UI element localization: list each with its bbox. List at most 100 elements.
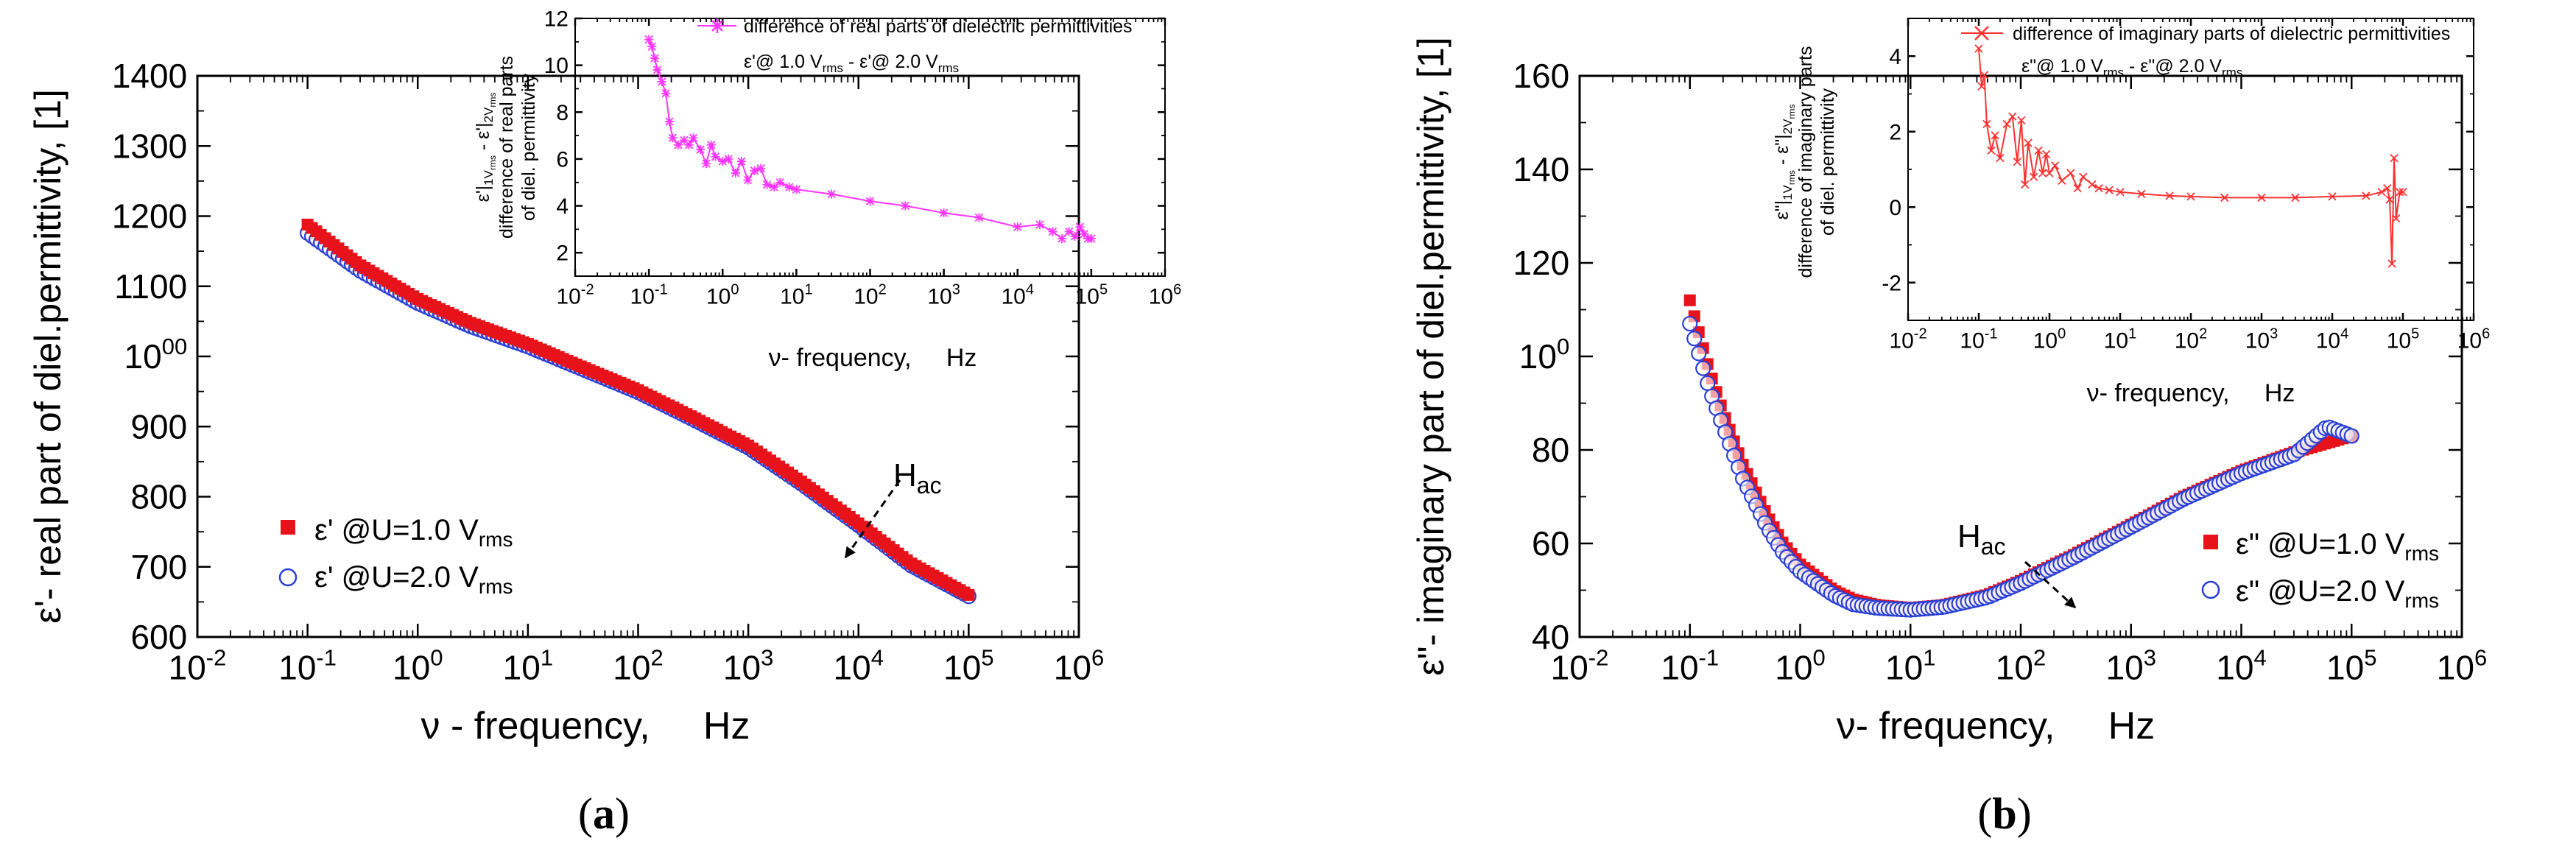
y-tick-label: 10 xyxy=(544,54,569,78)
y-tick-label: 120 xyxy=(1513,244,1569,282)
series-1v xyxy=(301,218,975,601)
inset-data-point xyxy=(684,140,694,149)
inset-data-point xyxy=(974,213,984,222)
y-tick-label: 1000 xyxy=(124,334,188,376)
inset-data-point xyxy=(668,133,678,143)
inset-data-point xyxy=(2291,193,2300,203)
inset-data-point xyxy=(1086,234,1096,244)
x-tick-label: 10-1 xyxy=(1960,326,1997,353)
inset-data-point xyxy=(1013,222,1022,232)
x-tick-label: 10-2 xyxy=(556,282,594,309)
x-tick-label: 105 xyxy=(2387,326,2420,353)
x-tick-label: 101 xyxy=(503,645,553,687)
inset-data-point xyxy=(1991,131,1999,140)
x-tick-label: 103 xyxy=(2245,326,2278,353)
inset-data-point xyxy=(762,180,772,189)
inset-ylabel-line1: difference of real parts xyxy=(496,56,517,239)
x-tick-label: 10-2 xyxy=(1889,326,1926,353)
inset-data-point xyxy=(2390,153,2399,163)
y-tick-label: 160 xyxy=(1513,57,1569,95)
x-tick-labels: 10-2 10-1 100 101 102 103 104 105 106 xyxy=(1551,645,2488,687)
inset-data-point xyxy=(696,145,705,155)
inset-x-axis-title: ν- frequency, Hz xyxy=(769,344,977,372)
inset-data-point xyxy=(750,166,759,175)
inset-data-point xyxy=(724,154,733,163)
inset-data-point xyxy=(1058,234,1067,244)
inset-data-point xyxy=(2105,186,2114,194)
inset-data-point xyxy=(2220,193,2229,203)
inset-x-ticks xyxy=(1907,18,2475,320)
inset-data-point xyxy=(2030,172,2038,181)
inset-data-point xyxy=(2066,169,2075,177)
x-tick-label: 102 xyxy=(854,282,887,309)
x-tick-label: 103 xyxy=(723,645,773,687)
x-tick-label: 10-2 xyxy=(1551,645,1609,687)
panel-label-b: (b) xyxy=(1977,789,2031,838)
inset-data-point xyxy=(2034,146,2043,155)
inset-data-point xyxy=(1979,71,1989,80)
y-tick-label: 1100 xyxy=(114,267,187,306)
x-tick-label: 100 xyxy=(2033,326,2066,353)
inset-data-point xyxy=(827,189,837,199)
y-tick-label: 80 xyxy=(1532,431,1569,469)
x-tick-label: 100 xyxy=(1775,645,1825,687)
x-tick-label: 10-1 xyxy=(630,282,668,309)
inset-data-point xyxy=(1064,227,1074,236)
x-tick-label: 104 xyxy=(2316,326,2349,353)
y-tick-labels: 600 700 800 900 1000 1100 1200 1300 1400 xyxy=(112,57,187,656)
legend-marker-2v xyxy=(278,568,298,587)
inset-data-point xyxy=(2395,188,2404,197)
inset-data-point xyxy=(2165,191,2174,200)
data-point xyxy=(2343,428,2359,444)
inset-ylabel-line2: of diel. permittivity xyxy=(1817,88,1838,236)
inset-data-point xyxy=(2045,169,2054,177)
legend-marker-2v xyxy=(2201,580,2220,599)
inset-data-point xyxy=(1075,222,1085,232)
y-tick-label: 2 xyxy=(1889,120,1901,144)
inset-ylabel-line2: of diel. permittivity xyxy=(518,73,539,221)
inset-data-point xyxy=(1977,82,1986,91)
data-series-group xyxy=(1682,294,2359,618)
x-tick-label: 10-1 xyxy=(278,645,337,687)
inset-plot: 10-2 10-1 100 101 102 103 104 105 106 -2 0 2 4 diff… xyxy=(1772,18,2490,407)
inset-data-point xyxy=(2058,176,2066,186)
inset-x-tick-labels: 10-2 10-1 100 101 102 103 104 105 106 xyxy=(556,282,1181,309)
y-tick-label: 12 xyxy=(544,7,569,32)
y-tick-label: 0 xyxy=(1889,196,1901,220)
inset-data-point xyxy=(2385,195,2394,204)
inset-data-point xyxy=(702,159,711,169)
inset-data-point xyxy=(689,133,698,143)
x-tick-label: 103 xyxy=(927,282,960,309)
legend-label-2v: ε" @U=2.0 Vrms xyxy=(2236,575,2439,612)
inset-data-point xyxy=(661,88,671,98)
y-tick-label: 140 xyxy=(1513,150,1569,189)
inset-data-point xyxy=(2186,192,2195,201)
data-series-group xyxy=(300,218,976,605)
inset-legend-subtitle: ε"@ 1.0 Vrms - ε"@ 2.0 Vrms xyxy=(2021,56,2242,80)
inset-data-point xyxy=(706,140,716,149)
inset-data-point xyxy=(731,169,740,177)
x-tick-label: 105 xyxy=(2326,645,2376,687)
x-axis-ticks xyxy=(196,76,1080,637)
x-tick-label: 100 xyxy=(393,645,443,687)
x-tick-label: 104 xyxy=(2216,645,2266,687)
hac-arrow xyxy=(2024,560,2077,609)
legend-label-2v: ε' @U=2.0 Vrms xyxy=(314,561,513,598)
x-tick-label: 106 xyxy=(2437,645,2487,687)
inset-data-point xyxy=(650,54,660,63)
data-point xyxy=(1682,315,1698,332)
inset-data-point xyxy=(743,175,753,185)
data-point xyxy=(1691,345,1707,362)
inset-x-axis-title: ν- frequency, Hz xyxy=(2087,379,2295,407)
inset-legend-title: difference of real parts of dielectric p… xyxy=(744,16,1133,37)
inset-data-point xyxy=(647,42,657,52)
hac-label: Hac xyxy=(1957,518,2006,560)
y-tick-label: 1300 xyxy=(112,127,187,165)
inset-data-point xyxy=(901,201,910,211)
inset-data-point xyxy=(784,183,794,192)
x-tick-label: 104 xyxy=(834,645,884,687)
inset-data-point xyxy=(657,77,666,86)
y-axis-ticks xyxy=(197,74,1079,638)
